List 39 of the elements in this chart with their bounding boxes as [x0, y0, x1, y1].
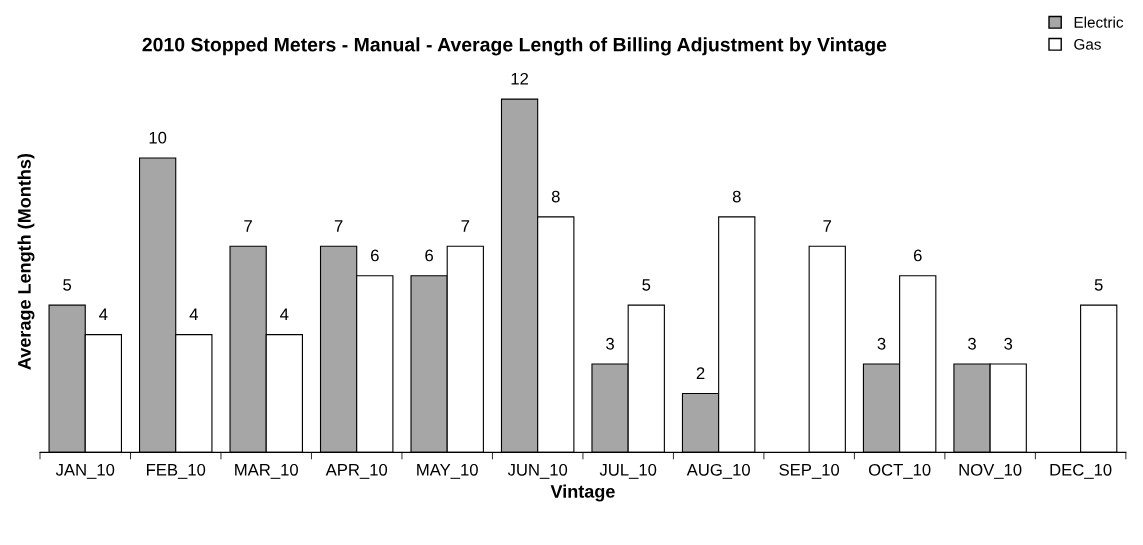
x-tick-label: APR_10: [325, 463, 388, 479]
x-axis-title: Vintage: [550, 484, 615, 502]
data-label: 7: [334, 220, 343, 232]
data-label: 3: [606, 337, 614, 350]
data-label: 6: [371, 249, 379, 262]
x-tick-label: MAR_10: [235, 463, 298, 479]
data-label: 4: [280, 308, 289, 321]
data-label: 5: [642, 279, 651, 291]
x-tick-label: JAN_10: [55, 463, 115, 479]
data-label: 6: [913, 249, 922, 262]
data-label: 5: [63, 279, 72, 291]
legend-label: Electric: [1074, 16, 1124, 28]
x-tick-label: MAY_10: [417, 463, 478, 479]
data-label: 3: [968, 337, 976, 350]
data-label: 10: [149, 131, 167, 144]
x-tick-label: NOV_10: [959, 463, 1022, 479]
x-tick-label: SEP_10: [779, 463, 840, 479]
data-label: 2: [696, 367, 705, 379]
data-label: 8: [732, 190, 741, 203]
data-label: 7: [244, 220, 252, 232]
data-label: 3: [877, 337, 886, 350]
x-tick-label: AUG_10: [686, 463, 750, 479]
x-tick-label: OCT_10: [868, 463, 931, 479]
data-label: 7: [823, 220, 832, 232]
data-label: 4: [189, 308, 198, 321]
data-label: 5: [1094, 279, 1103, 291]
data-label: 12: [511, 72, 529, 85]
legend-label: Gas: [1074, 38, 1101, 50]
x-tick-label: DEC_10: [1050, 463, 1112, 479]
data-label: 3: [1004, 337, 1013, 350]
x-tick-label: FEB_10: [146, 463, 206, 479]
data-label: 6: [425, 249, 433, 262]
x-tick-label: JUN_10: [507, 463, 568, 479]
y-axis-title: Average Length (Months): [17, 153, 35, 370]
data-label: 7: [461, 220, 470, 232]
chart-title: 2010 Stopped Meters - Manual - Average Length of Billing Adjustment by Vintage: [142, 37, 887, 56]
data-label: 8: [551, 190, 560, 203]
x-tick-label: JUL_10: [599, 463, 657, 479]
data-label: 4: [99, 308, 108, 321]
